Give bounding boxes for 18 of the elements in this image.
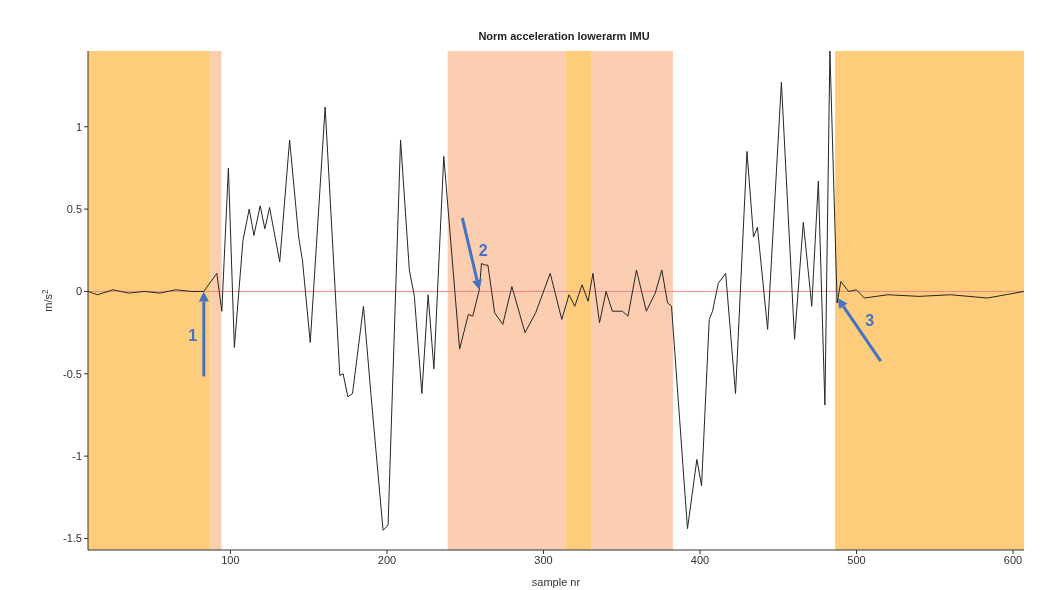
x-tick-label: 600 (1003, 553, 1023, 566)
y-tick-label: -0.5 (63, 367, 82, 380)
line-series (88, 51, 1024, 531)
y-tick-label: -1 (72, 450, 82, 463)
annotation: 3 (865, 312, 875, 330)
annotation: 2 (478, 241, 488, 259)
x-axis-title: sample nr (531, 576, 581, 588)
x-tick-label: 500 (847, 553, 866, 566)
y-tick-label: 0 (75, 285, 82, 298)
x-tick-label: 100 (221, 553, 240, 566)
annotation: 1 (188, 327, 198, 345)
x-tick-label: 300 (534, 553, 553, 566)
y-tick-label: 0.5 (66, 203, 82, 215)
y-tick-label: 1 (75, 120, 82, 133)
y-tick-label: -1.5 (63, 532, 82, 545)
chart-title: Norm acceleration lowerarm IMU (477, 30, 651, 42)
x-tick-label: 200 (377, 553, 397, 566)
x-tick-label: 400 (690, 553, 710, 566)
